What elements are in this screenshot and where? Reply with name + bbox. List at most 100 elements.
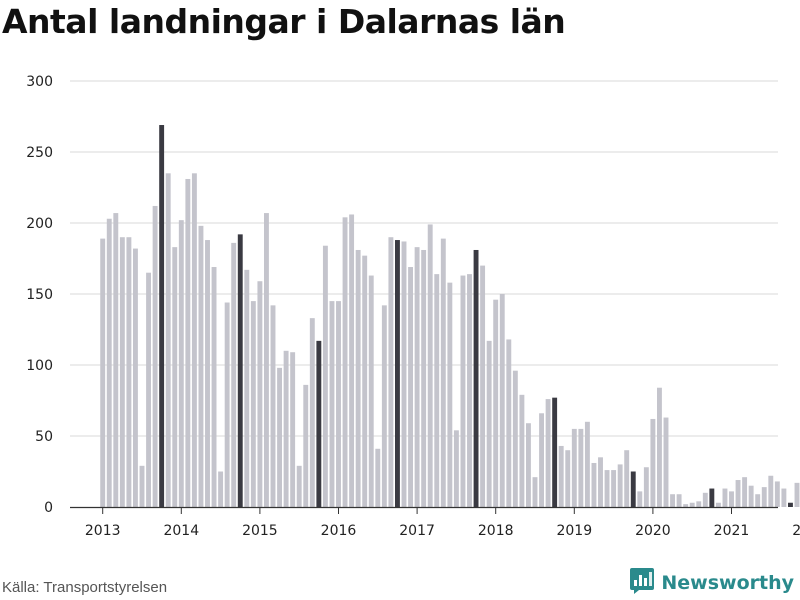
bar [152, 205, 158, 507]
x-tick-label: 2016 [321, 523, 357, 539]
brand-name: Newsworthy [661, 572, 794, 594]
bar [584, 421, 590, 507]
bar [106, 218, 112, 508]
bar [283, 350, 289, 507]
bar [545, 399, 551, 507]
bar [702, 492, 708, 507]
bar [532, 477, 538, 507]
bar [571, 428, 577, 507]
bar [781, 488, 787, 507]
bar [264, 213, 269, 507]
bar [624, 450, 630, 507]
x-tick-label: 2013 [85, 523, 121, 539]
bar [696, 501, 702, 507]
bar [349, 214, 355, 508]
bar [715, 502, 721, 507]
bar [100, 238, 106, 507]
bar [172, 247, 178, 507]
bar [159, 125, 165, 508]
bar [578, 428, 584, 507]
bar [480, 265, 486, 507]
bar [565, 450, 571, 507]
bar [198, 225, 204, 507]
y-tick-label: 50 [35, 429, 53, 445]
bar [440, 238, 446, 507]
bar [742, 477, 748, 507]
bar [657, 387, 662, 507]
bar [381, 305, 387, 507]
bar [303, 384, 309, 507]
bar [663, 417, 669, 507]
x-tick-label: 2022 [792, 523, 800, 539]
bar [290, 352, 296, 507]
bar [250, 301, 256, 507]
bar [709, 488, 715, 507]
bar [676, 494, 682, 507]
bar [735, 480, 741, 507]
bar [729, 491, 734, 507]
bar [191, 173, 197, 508]
bar [748, 485, 754, 507]
x-axis [70, 506, 778, 514]
bar [604, 470, 610, 507]
bar [375, 448, 381, 507]
bar [296, 465, 302, 507]
y-tick-label: 100 [26, 358, 53, 374]
bar [178, 220, 184, 507]
bar [473, 249, 479, 508]
bar [519, 394, 525, 507]
bar [467, 274, 472, 507]
bar [486, 340, 492, 507]
bar [774, 481, 780, 507]
brand-logo[interactable]: Newsworthy [629, 568, 794, 598]
x-tick-label: 2015 [242, 523, 278, 539]
bar [329, 301, 335, 507]
bar [224, 302, 230, 507]
bar [506, 339, 512, 507]
bar [650, 418, 656, 507]
bar [205, 240, 210, 508]
bar [211, 267, 217, 507]
bar [683, 504, 689, 507]
bars [100, 125, 800, 508]
bar [119, 237, 125, 507]
x-tick-label: 2018 [478, 523, 514, 539]
y-tick-label: 300 [26, 74, 53, 90]
x-tick-label: 2021 [714, 523, 750, 539]
bar [794, 482, 800, 507]
bar [755, 494, 761, 507]
bar [643, 467, 649, 507]
bar [768, 475, 774, 507]
y-axis-tick-labels: 0 50 100 150 200 250 300 [26, 74, 53, 516]
bar [126, 237, 132, 507]
x-tick-label: 2019 [556, 523, 592, 539]
bar [309, 318, 315, 507]
bar [427, 224, 433, 508]
bar [322, 245, 328, 507]
bar [139, 465, 145, 507]
source-note: Källa: Transportstyrelsen [2, 579, 168, 596]
bar [591, 462, 597, 507]
bar [421, 249, 427, 508]
bar [788, 502, 793, 507]
bar [388, 237, 394, 507]
bar [133, 248, 138, 507]
bar-chart-logo-icon [629, 567, 655, 599]
bar [499, 294, 505, 507]
bar [512, 370, 518, 507]
bar [408, 267, 413, 507]
bar [617, 464, 623, 507]
bar [336, 301, 341, 507]
bar [165, 173, 171, 508]
bar [552, 397, 558, 507]
x-axis-tick-labels: 2013 2014 2015 2016 2017 2018 2019 2020 2021 2022 [85, 523, 800, 539]
bar [355, 249, 361, 508]
x-tick-label: 2020 [635, 523, 671, 539]
x-tick-label: 2014 [163, 523, 199, 539]
bar [270, 305, 276, 507]
chart-title: Antal landningar i Dalarnas län [2, 2, 566, 41]
bar [558, 445, 564, 507]
x-tick-label: 2017 [399, 523, 435, 539]
y-tick-label: 0 [44, 500, 53, 516]
